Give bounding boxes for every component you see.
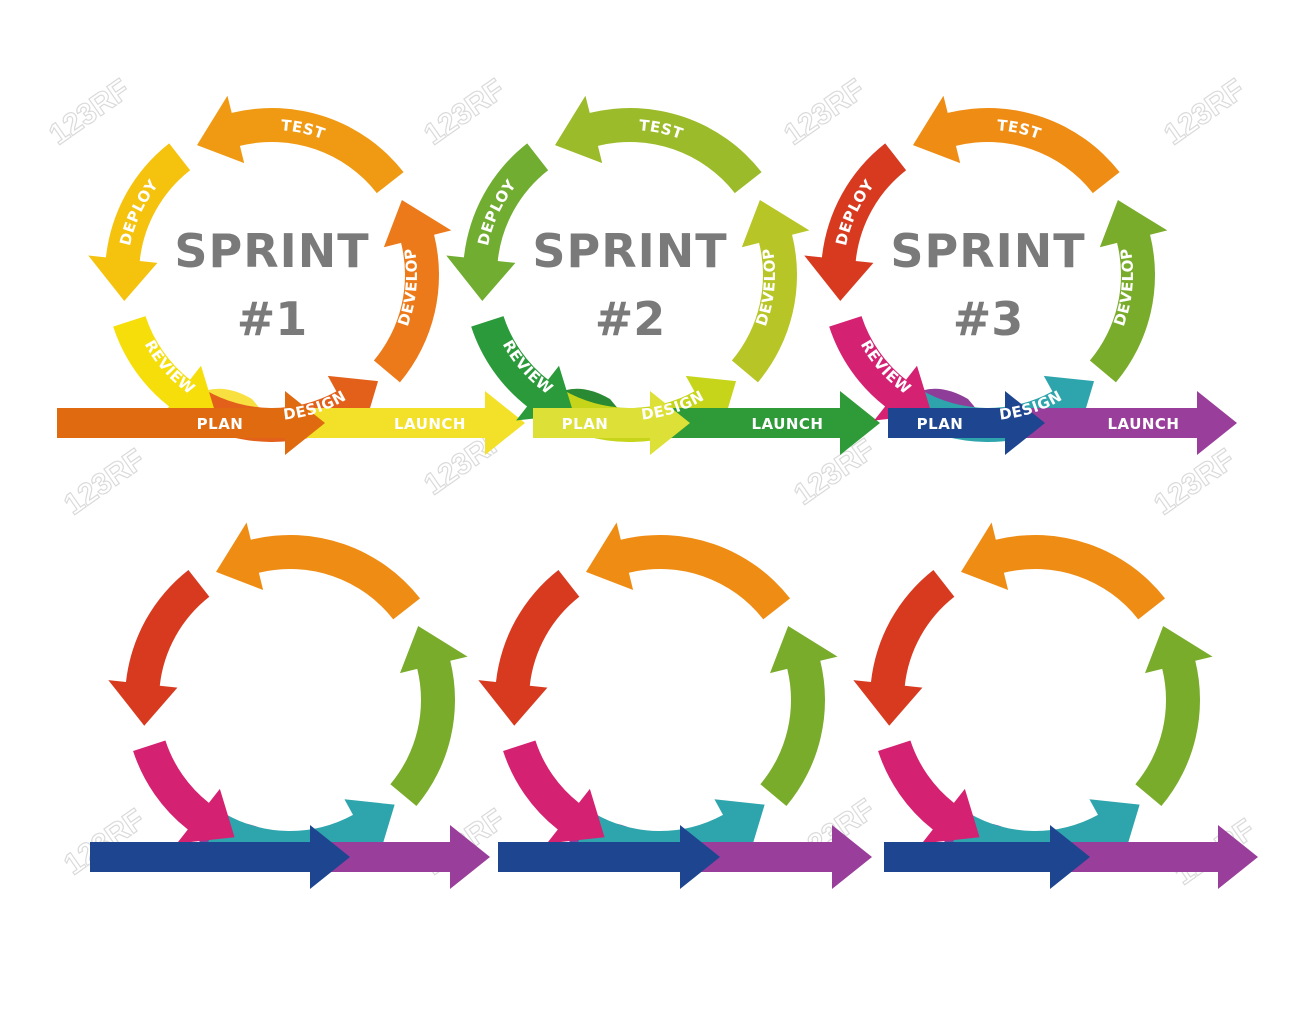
launch-label: LAUNCH: [394, 415, 466, 433]
plan-arrow: [884, 825, 1090, 889]
deploy-arrow: [108, 569, 210, 726]
test-arrow: [555, 95, 762, 194]
test-arrow: [913, 95, 1120, 194]
watermark-logo: 123RF: [43, 73, 136, 152]
blank-3-diagram: [853, 522, 1258, 889]
develop-arrow: [373, 200, 452, 383]
sprint-number: #2: [595, 292, 666, 346]
blank-2-diagram: [478, 522, 872, 889]
develop-arrow: [760, 626, 838, 807]
blank-1-diagram: [90, 522, 490, 889]
sprint-title: SPRINT: [532, 224, 727, 278]
deploy-arrow: [804, 143, 907, 302]
deploy-arrow: [446, 143, 549, 302]
watermark-logo: 123RF: [788, 433, 881, 512]
review-arrow: [133, 740, 235, 844]
launch-arrow: [665, 391, 880, 455]
plan-arrow: [498, 825, 720, 889]
sprint-number: #1: [237, 292, 308, 346]
plan-label: PLAN: [562, 415, 609, 433]
test-arrow: [197, 95, 404, 194]
plan-arrow: [888, 391, 1045, 455]
launch-label: LAUNCH: [1107, 415, 1179, 433]
deploy-arrow: [853, 569, 955, 726]
plan-arrow: [57, 391, 325, 455]
plan-label: PLAN: [917, 415, 964, 433]
test-arrow: [586, 522, 791, 620]
review-arrow: [471, 316, 574, 421]
watermark-logo: 123RF: [58, 443, 151, 522]
plan-label: PLAN: [197, 415, 244, 433]
sprint-title: SPRINT: [890, 224, 1085, 278]
launch-arrow: [305, 391, 525, 455]
sprint-number: #3: [953, 292, 1024, 346]
deploy-arrow: [478, 569, 580, 726]
review-arrow: [829, 316, 932, 421]
develop-arrow: [390, 626, 468, 807]
watermark-logo: 123RF: [1148, 443, 1241, 522]
test-arrow: [961, 522, 1166, 620]
develop-arrow: [731, 200, 810, 383]
watermark-logo: 123RF: [778, 73, 871, 152]
develop-arrow: [1089, 200, 1168, 383]
launch-arrow: [1070, 825, 1258, 889]
sprint-title: SPRINT: [174, 224, 369, 278]
launch-arrow: [1020, 391, 1237, 455]
review-arrow: [113, 316, 216, 421]
watermark-logo: 123RF: [418, 73, 511, 152]
develop-arrow: [1135, 626, 1213, 807]
review-arrow: [503, 740, 605, 844]
test-arrow: [216, 522, 421, 620]
watermark-logo: 123RF: [1158, 73, 1251, 152]
deploy-arrow: [88, 143, 191, 302]
plan-arrow: [533, 391, 690, 455]
launch-arrow: [330, 825, 490, 889]
plan-arrow: [90, 825, 350, 889]
launch-arrow: [700, 825, 872, 889]
launch-label: LAUNCH: [751, 415, 823, 433]
review-arrow: [878, 740, 980, 844]
